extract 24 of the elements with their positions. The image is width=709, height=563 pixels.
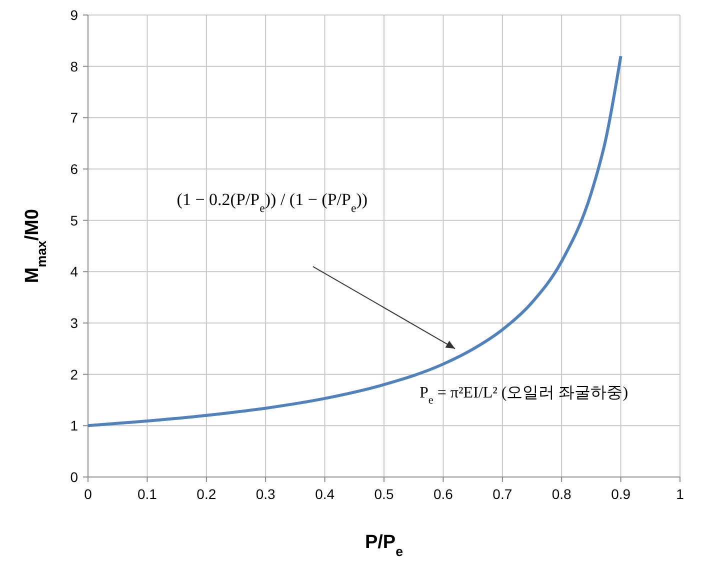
annotation: P$_{e}$ = π²EI/L² (오일러 좌굴하중) <box>420 384 628 406</box>
y-tick-label: 3 <box>70 315 78 331</box>
x-tick-label: 0.2 <box>196 486 216 502</box>
x-tick-label: 1 <box>676 486 684 502</box>
y-tick-label: 1 <box>70 418 78 434</box>
x-tick-label: 0.5 <box>374 486 394 502</box>
x-tick-label: 0.4 <box>315 486 335 502</box>
y-tick-label: 2 <box>70 366 78 382</box>
x-tick-label: 0.6 <box>433 486 454 502</box>
x-tick-label: 0.9 <box>611 486 631 502</box>
y-tick-label: 9 <box>70 7 78 23</box>
x-axis-title: P/P$_{e}$ <box>364 532 404 558</box>
y-tick-label: 5 <box>70 212 78 228</box>
x-tick-label: 0.3 <box>256 486 276 502</box>
y-tick-label: 7 <box>70 110 78 126</box>
x-tick-label: 0.1 <box>137 486 158 502</box>
y-tick-label: 6 <box>70 161 78 177</box>
y-tick-label: 8 <box>70 58 78 74</box>
x-tick-label: 0.8 <box>552 486 572 502</box>
x-tick-label: 0 <box>84 486 92 502</box>
x-tick-label: 0.7 <box>492 486 512 502</box>
y-tick-label: 0 <box>70 469 78 485</box>
annotation: (1 − 0.2(P/P$_{e}$)) / (1 − (P/P$_{e}$)) <box>176 190 368 215</box>
y-tick-label: 4 <box>70 264 78 280</box>
